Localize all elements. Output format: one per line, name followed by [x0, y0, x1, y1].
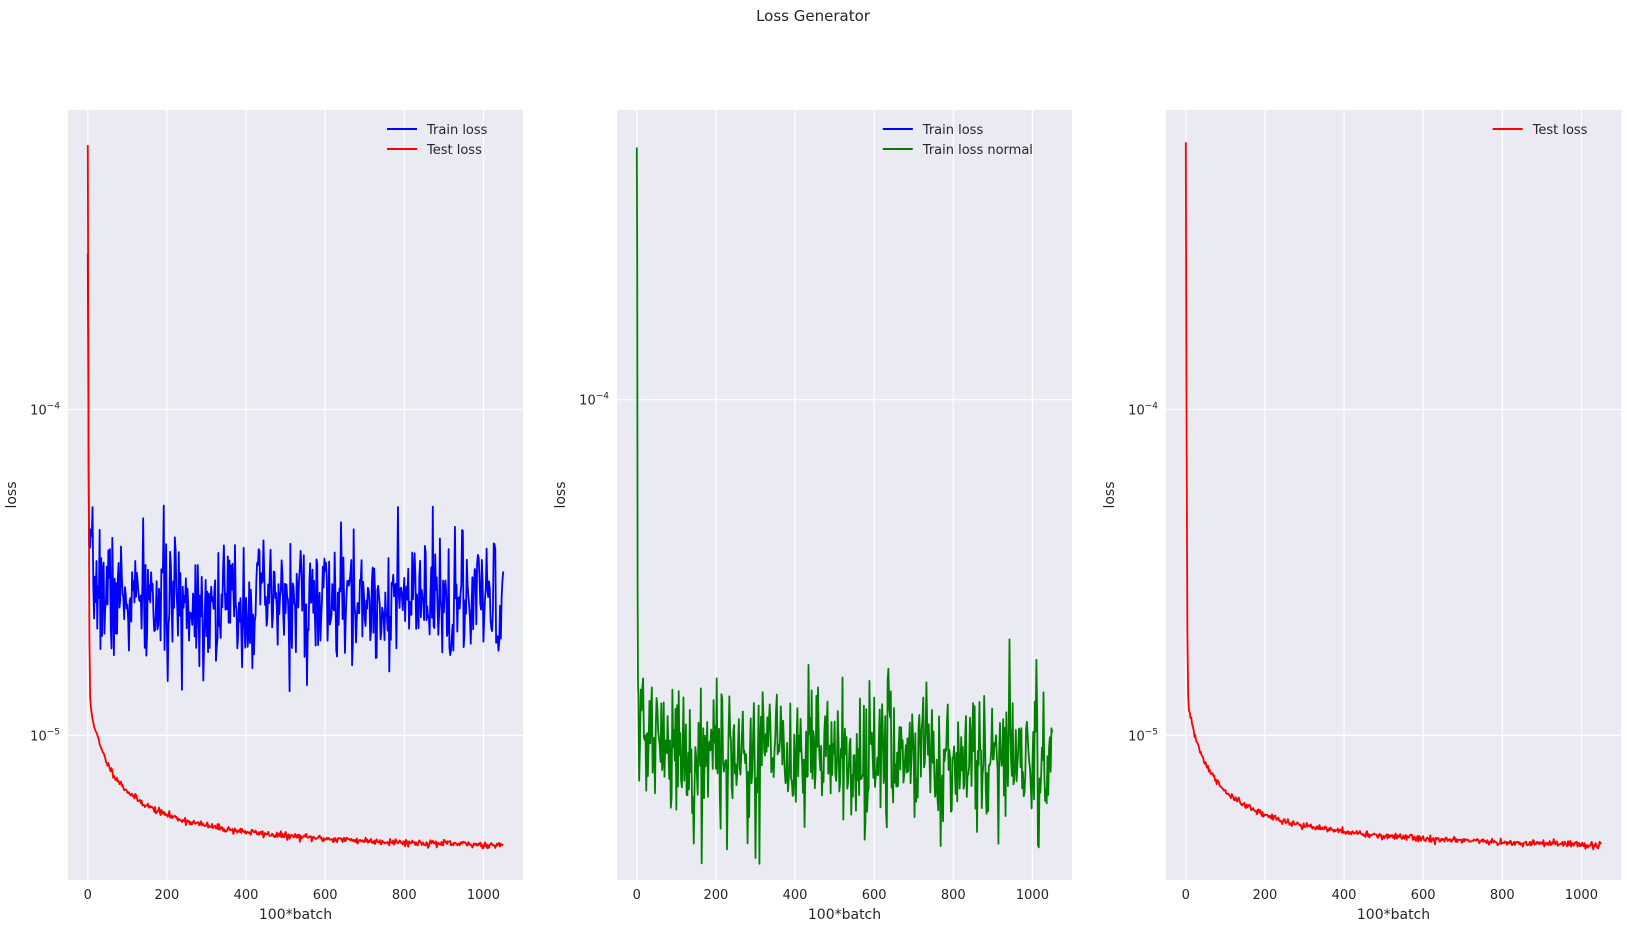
subplot-3: 0 200 400 600 800 1000 10−4 10−5 100*batch loss Te…	[1102, 110, 1621, 923]
x-tick-label: 200	[1252, 888, 1277, 903]
subplot-1: 0 200 400 600 800 1000 10−4 10−5 100*batch loss Tr…	[4, 110, 523, 923]
y-axis-label: loss	[1102, 481, 1118, 508]
plot-area	[68, 110, 523, 880]
series-line-train-loss	[86, 254, 505, 693]
y-tick-label: 10−4	[1128, 402, 1158, 419]
legend-entry: Train loss normal	[922, 143, 1033, 158]
x-tick-label: 200	[154, 888, 179, 903]
x-tick-label: 400	[783, 888, 808, 903]
legend: Test loss	[1492, 123, 1588, 138]
x-tick-label: 1000	[1565, 888, 1598, 903]
plot-area	[1166, 110, 1621, 880]
x-axis-label: 100*batch	[808, 907, 881, 923]
x-tick-label: 1000	[1016, 888, 1049, 903]
x-tick-label: 800	[392, 888, 417, 903]
x-tick-label: 600	[1411, 888, 1436, 903]
legend-entry: Train loss	[922, 123, 984, 138]
legend: Train loss Train loss normal	[882, 123, 1033, 158]
x-tick-label: 400	[1332, 888, 1357, 903]
x-tick-label: 400	[234, 888, 259, 903]
y-axis-label: loss	[553, 481, 569, 508]
x-tick-label: 600	[313, 888, 338, 903]
series-line-test-loss	[1184, 142, 1602, 851]
y-tick-label: 10−4	[30, 402, 60, 419]
x-tick-label: 600	[862, 888, 887, 903]
y-tick-label: 10−5	[1128, 727, 1158, 744]
y-tick-label: 10−5	[30, 727, 60, 744]
x-axis-label: 100*batch	[259, 907, 332, 923]
x-tick-label: 0	[633, 888, 641, 903]
x-tick-label: 800	[1490, 888, 1515, 903]
legend-entry: Train loss	[426, 123, 488, 138]
legend-entry: Test loss	[1532, 123, 1588, 138]
series-line-train-loss-normal	[635, 147, 1054, 865]
x-tick-label: 1000	[467, 888, 500, 903]
series-line-test-loss	[86, 145, 504, 850]
x-tick-label: 200	[703, 888, 728, 903]
x-tick-label: 0	[1182, 888, 1190, 903]
legend: Train loss Test loss	[387, 123, 488, 158]
y-tick-label: 10−4	[579, 392, 609, 409]
subplot-2: 0 200 400 600 800 1000 10−4 100*batch loss Train …	[553, 110, 1072, 923]
x-axis-label: 100*batch	[1357, 907, 1430, 923]
figure-title: Loss Generator	[756, 7, 871, 25]
y-axis-label: loss	[4, 481, 20, 508]
x-tick-label: 0	[84, 888, 92, 903]
x-tick-label: 800	[941, 888, 966, 903]
legend-entry: Test loss	[426, 143, 482, 158]
